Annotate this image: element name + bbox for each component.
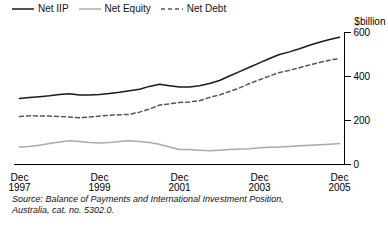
- svg-text:Dec2001: Dec2001: [168, 172, 191, 193]
- svg-text:Dec2003: Dec2003: [248, 172, 271, 193]
- svg-text:$billion: $billion: [354, 16, 385, 27]
- svg-text:Dec2005: Dec2005: [328, 172, 351, 193]
- svg-text:400: 400: [354, 71, 371, 82]
- html-text:Source: Balance of Payments an: Source: Balance of Payments and Internat…: [12, 194, 284, 215]
- svg-text:Dec1997: Dec1997: [8, 172, 31, 193]
- svg-text:200: 200: [354, 115, 371, 126]
- svg-text:Dec1999: Dec1999: [88, 172, 111, 193]
- svg-text:0: 0: [354, 159, 360, 170]
- html-text:Net IIP: Net IIP: [38, 3, 69, 14]
- html-text:Net Equity: Net Equity: [104, 3, 151, 14]
- html-text:Net Debt: Net Debt: [186, 3, 227, 14]
- svg-text:600: 600: [354, 27, 371, 38]
